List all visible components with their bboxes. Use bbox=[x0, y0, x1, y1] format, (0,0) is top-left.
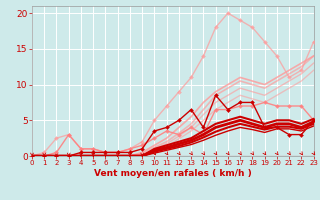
X-axis label: Vent moyen/en rafales ( km/h ): Vent moyen/en rafales ( km/h ) bbox=[94, 169, 252, 178]
